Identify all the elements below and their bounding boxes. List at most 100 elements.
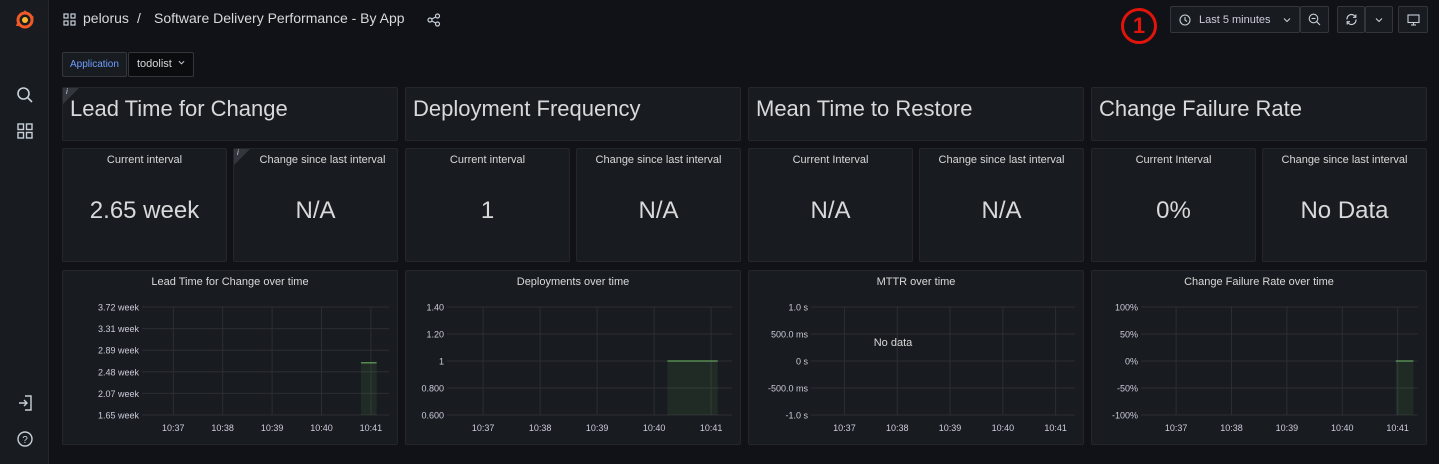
share-icon[interactable] <box>427 13 441 32</box>
x-tick-label: 10:38 <box>1220 423 1243 433</box>
zoom-out-button[interactable] <box>1300 6 1329 33</box>
y-tick-label: 2.48 week <box>98 367 140 377</box>
x-tick-label: 10:39 <box>939 423 962 433</box>
y-tick-label: 1.65 week <box>98 411 140 421</box>
sign-in-icon[interactable] <box>14 392 36 414</box>
page-title[interactable]: Software Delivery Performance - By App <box>154 10 405 26</box>
stat-panel: Current Interval N/A <box>748 148 913 262</box>
dashboards-icon[interactable] <box>14 120 36 142</box>
chevron-down-icon <box>1375 17 1383 22</box>
timeseries-panel-mttr: MTTR over time 1.0 s 500.0 ms 0 s -500.0 ms… <box>748 270 1084 445</box>
y-tick-label: -1.0 s <box>785 411 808 421</box>
stat-panel: Current interval 2.65 week <box>62 148 227 262</box>
y-tick-label: -500.0 ms <box>768 384 809 394</box>
x-tick-label: 10:40 <box>643 423 666 433</box>
chart-plot[interactable]: 100% 50% 0% -50% -100% 10:37 10:38 10:39 10:40 10… <box>1092 271 1428 446</box>
y-tick-label: 100% <box>1115 303 1138 313</box>
section-panel-mttr: Mean Time to Restore <box>748 87 1084 141</box>
no-data-label: No data <box>874 337 913 349</box>
x-tick-label: 10:37 <box>833 423 856 433</box>
stat-panel: Change since last interval N/A <box>919 148 1084 262</box>
chart-title: Lead Time for Change over time <box>151 276 309 288</box>
y-tick-label: 0 s <box>796 357 809 367</box>
stat-panel: Current Interval 0% <box>1091 148 1256 262</box>
y-tick-label: 1.20 <box>426 330 444 340</box>
x-tick-label: 10:37 <box>162 423 185 433</box>
stat-title: Current Interval <box>792 154 869 166</box>
panel-info-icon[interactable]: i <box>234 148 250 165</box>
section-panel-change-failure-rate: Change Failure Rate <box>1091 87 1427 141</box>
timeseries-panel-change-failure-rate: Change Failure Rate over time 100% 50% 0% -… <box>1091 270 1427 445</box>
clock-icon <box>1179 13 1191 26</box>
stat-value: 2.65 week <box>89 197 200 224</box>
refresh-interval-dropdown[interactable] <box>1365 6 1393 33</box>
section-title: Change Failure Rate <box>1099 96 1303 121</box>
x-tick-label: 10:40 <box>310 423 333 433</box>
y-tick-label: 50% <box>1120 330 1138 340</box>
tv-mode-button[interactable] <box>1398 6 1428 33</box>
refresh-button[interactable] <box>1337 6 1365 33</box>
timeseries-panel-lead-time: Lead Time for Change over time 3.72 week… <box>62 270 398 445</box>
y-tick-label: 2.89 week <box>98 346 140 356</box>
y-tick-label: 3.31 week <box>98 324 140 334</box>
section-title: Mean Time to Restore <box>756 96 973 121</box>
variable-label: Application <box>62 52 127 77</box>
chart-plot[interactable]: 3.72 week 3.31 week 2.89 week 2.48 week 2.07… <box>63 271 399 446</box>
application-select[interactable]: todolist <box>128 52 194 77</box>
stat-panel: Change since last interval No Data <box>1262 148 1427 262</box>
timeseries-panel-deployments: Deployments over time 1.40 1.20 1 0.800 0.60… <box>405 270 741 445</box>
stat-value: N/A <box>981 197 1022 224</box>
x-tick-label: 10:41 <box>700 423 723 433</box>
time-range-picker[interactable]: Last 5 minutes <box>1170 6 1300 33</box>
x-tick-label: 10:37 <box>1165 423 1188 433</box>
chart-title: Change Failure Rate over time <box>1184 276 1334 288</box>
search-icon[interactable] <box>14 84 36 106</box>
x-tick-label: 10:37 <box>472 423 495 433</box>
apps-grid-icon <box>63 13 76 31</box>
stat-title: Change since last interval <box>1281 154 1408 166</box>
top-bar: pelorus / Software Delivery Performance … <box>49 0 1439 40</box>
breadcrumb-folder[interactable]: pelorus <box>83 10 129 26</box>
monitor-icon <box>1406 13 1420 26</box>
stat-value: No Data <box>1300 197 1389 224</box>
section-panel-lead-time: i Lead Time for Change <box>62 87 398 141</box>
x-tick-label: 10:38 <box>529 423 552 433</box>
y-tick-label: 0.600 <box>421 411 444 421</box>
stat-value: N/A <box>638 197 679 224</box>
section-title: Lead Time for Change <box>70 96 288 121</box>
x-tick-label: 10:39 <box>1276 423 1299 433</box>
stat-title: Change since last interval <box>595 154 722 166</box>
y-tick-label: 500.0 ms <box>771 330 809 340</box>
x-tick-label: 10:38 <box>886 423 909 433</box>
y-tick-label: 0% <box>1125 357 1138 367</box>
application-select-value: todolist <box>137 58 172 70</box>
y-tick-label: -100% <box>1112 411 1138 421</box>
panel-info-icon[interactable]: i <box>63 87 79 104</box>
grafana-logo-icon[interactable] <box>14 9 36 31</box>
stat-value: 0% <box>1156 197 1191 224</box>
chart-title: MTTR over time <box>876 276 956 288</box>
x-tick-label: 10:39 <box>586 423 609 433</box>
stat-value: 1 <box>480 197 495 224</box>
x-tick-label: 10:38 <box>211 423 234 433</box>
breadcrumb-separator: / <box>137 10 141 26</box>
x-tick-label: 10:41 <box>1386 423 1409 433</box>
x-tick-label: 10:39 <box>261 423 284 433</box>
series-area-fill <box>1395 361 1414 415</box>
y-tick-label: 1.40 <box>426 303 444 313</box>
y-tick-label: 3.72 week <box>98 303 140 313</box>
svg-text:?: ? <box>22 435 28 446</box>
section-panel-deployment-frequency: Deployment Frequency <box>405 87 741 141</box>
series-area-fill <box>667 361 718 415</box>
chart-plot[interactable]: 1.40 1.20 1 0.800 0.600 10:37 10:38 10:39 10:40 1… <box>406 271 742 446</box>
annotation-number-badge: 1 <box>1121 8 1157 44</box>
stat-title: Change since last interval <box>259 154 386 166</box>
x-tick-label: 10:40 <box>1331 423 1354 433</box>
x-tick-label: 10:41 <box>360 423 383 433</box>
help-icon[interactable]: ? <box>14 428 36 450</box>
y-tick-label: 1 <box>439 357 444 367</box>
chart-plot[interactable]: 1.0 s 500.0 ms 0 s -500.0 ms -1.0 s 10:37 10:3… <box>749 271 1085 446</box>
stat-title: Current interval <box>449 154 526 166</box>
y-tick-label: 0.800 <box>421 384 444 394</box>
y-tick-label: 1.0 s <box>788 303 808 313</box>
